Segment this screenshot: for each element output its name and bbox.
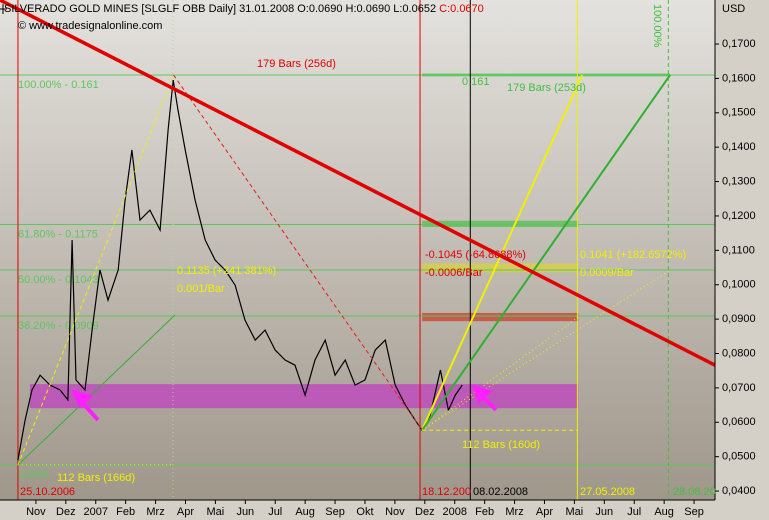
band [422, 263, 579, 273]
y-tick-label: 0,1500 [722, 107, 756, 119]
y-tick-label: 0,0600 [722, 416, 756, 428]
y-tick-label: 0,1700 [722, 38, 756, 50]
date-label: 25.10.2006 [20, 486, 75, 498]
x-tick-label: Sep [325, 506, 345, 518]
annotation: 0.1041 (+182.6572%) [580, 249, 686, 261]
x-tick-label: Aug [654, 506, 674, 518]
band [422, 220, 579, 227]
y-tick-label: 0,0500 [722, 451, 756, 463]
x-tick-label: Mrz [505, 506, 523, 518]
y-tick-label: 0,0400 [722, 485, 756, 497]
fib-label: 0.00% [18, 469, 49, 481]
plot-area [0, 0, 715, 500]
fib-label: 38.20% - 0.0909 [18, 320, 99, 332]
x-tick-label: Nov [26, 506, 46, 518]
x-tick-label: Jun [595, 506, 613, 518]
fib-label: 61.80% - 0.1175 [18, 228, 98, 240]
arrow [71, 389, 100, 422]
annotation: 112 Bars (160d) [462, 439, 540, 451]
annotation: 0.0009/Bar [580, 267, 634, 279]
title: SILVERADO GOLD MINES [SLGLF OBB Daily] 3… [4, 3, 439, 15]
source: © www.tradesignalonline.com [18, 20, 162, 32]
y-tick-label: 0,0900 [722, 313, 756, 325]
x-tick-label: Aug [295, 506, 315, 518]
annotation: -0.1045 (-64.8688%) [425, 249, 526, 261]
annotation: 112 Bars (166d) [57, 472, 135, 484]
x-tick-label: Feb [116, 506, 135, 518]
x-tick-label: Jul [627, 506, 641, 518]
x-tick-label: Mrz [146, 506, 164, 518]
price-line [17, 80, 463, 461]
date-label: 27.05.2008 [580, 486, 635, 498]
fib-label: 100.00% - 0.161 [18, 79, 99, 91]
x-tick-label: Okt [356, 506, 373, 518]
drawing-line [421, 74, 671, 431]
x-tick-label: Sep [684, 506, 704, 518]
band [29, 384, 579, 409]
fib-label: 50.00% - 0.1043 [18, 274, 99, 286]
arrow [471, 384, 498, 412]
y-tick-label: 0,0800 [722, 347, 756, 359]
drawing-line [421, 74, 584, 431]
currency: USD [722, 3, 745, 15]
x-tick-label: Nov [385, 506, 405, 518]
y-tick-label: 0,0700 [722, 382, 756, 394]
drawing-line [421, 316, 579, 431]
y-tick-label: 0,1000 [722, 279, 756, 291]
plot-layer: 100.00% - 0.161 61.80% - 0.1175 50.00% - 0… [0, 0, 716, 500]
x-tick-label: Mai [566, 506, 584, 518]
annotation: 0.161 [462, 76, 490, 88]
y-tick-label: 0,1600 [722, 72, 756, 84]
annotation: -0.0006/Bar [425, 267, 483, 279]
x-tick-label: Dez [56, 506, 76, 518]
y-tick-label: 0,1100 [722, 244, 755, 256]
annotation: 100.00% [651, 4, 663, 48]
logo [0, 4, 7, 14]
x-tick-label: Mai [207, 506, 225, 518]
annotation: 0.001/Bar [177, 283, 225, 295]
x-tick-label: Dez [415, 506, 435, 518]
drawing-line [17, 314, 176, 466]
chart-title: SILVERADO GOLD MINES [SLGLF OBB Daily] 3… [4, 3, 484, 15]
x-tick-label: Apr [536, 506, 553, 518]
date-label: 08.02.2008 [473, 486, 528, 498]
date-label: 18.12.200 [422, 486, 471, 498]
x-tick-label: Jun [236, 506, 254, 518]
y-tick-label: 0,1400 [722, 141, 756, 153]
x-tick-label: Feb [475, 506, 494, 518]
drawing-line [173, 74, 423, 431]
annotation: 179 Bars (256d) [257, 58, 336, 70]
y-tick-label: 0,1200 [722, 210, 756, 222]
annotation: 179 Bars (253d) [507, 82, 586, 94]
close-label: C:0.0670 [439, 3, 484, 15]
x-tick-label: Apr [177, 506, 194, 518]
drawing-line [0, 0, 716, 367]
y-tick-label: 0,1300 [722, 175, 756, 187]
annotation: 0.1135 (+241.381%) [177, 265, 276, 277]
x-tick-label: 2008 [442, 506, 466, 518]
x-tick-label: 2007 [83, 506, 107, 518]
date-label: 28.08.20 [673, 486, 716, 498]
x-tick-label: Jul [268, 506, 282, 518]
